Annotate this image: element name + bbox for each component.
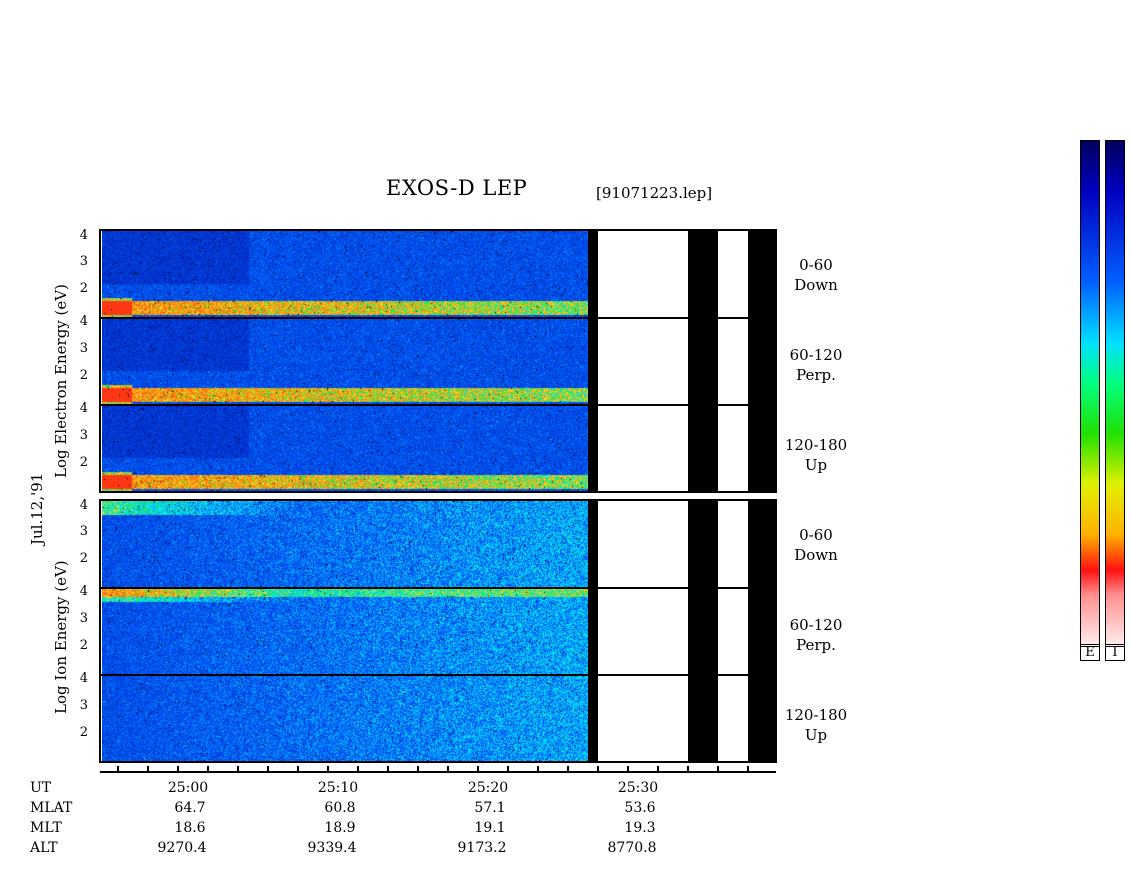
electron-spectrogram-canvas: [102, 231, 590, 491]
ion-spectrogram: [102, 501, 590, 761]
tick-label: 3: [79, 341, 88, 356]
row-label-mlat: MLAT: [30, 800, 73, 816]
mlat-value: 60.8: [324, 800, 356, 816]
row-label-mlt: MLT: [30, 820, 62, 836]
pitch-label-ion-down: 0-60 Down: [794, 526, 838, 564]
tick-label: 2: [79, 551, 88, 566]
tick-label: 4: [79, 498, 88, 513]
pitch-label-electron-down: 0-60 Down: [794, 256, 838, 294]
mlat-value: 53.6: [624, 800, 656, 816]
mlt-value: 18.6: [174, 820, 206, 836]
ion-colorbar: [1105, 140, 1125, 647]
alt-value: 8770.8: [607, 840, 657, 856]
ion-y-axis-label: Log Ion Energy (eV): [52, 560, 70, 714]
electron-spectrogram: [102, 231, 590, 491]
tick-label: 3: [79, 254, 88, 269]
tick-label: 4: [79, 671, 88, 686]
tick-label: 3: [79, 698, 88, 713]
x-tick-label: 25:00: [167, 780, 209, 796]
mlt-value: 18.9: [324, 820, 356, 836]
mlat-value: 57.1: [474, 800, 506, 816]
pitch-label-ion-up: 120-180 Up: [784, 706, 848, 744]
mlt-value: 19.1: [474, 820, 506, 836]
electron-colorbar: [1080, 140, 1100, 647]
ion-spectrogram-canvas: [102, 501, 590, 761]
tick-label: 4: [79, 584, 88, 599]
tick-label: 2: [79, 638, 88, 653]
mlt-value: 19.3: [624, 820, 656, 836]
row-label-ut: UT: [30, 780, 52, 796]
chart-title: EXOS-D LEP: [386, 176, 528, 200]
x-tick-label: 25:30: [617, 780, 659, 796]
colorbar-label-i: I: [1105, 644, 1125, 661]
tick-label: 4: [79, 314, 88, 329]
file-label: [91071223.lep]: [596, 184, 713, 202]
tick-label: 2: [79, 455, 88, 470]
pitch-label-electron-up: 120-180 Up: [784, 436, 848, 474]
tick-label: 3: [79, 428, 88, 443]
mlat-value: 64.7: [174, 800, 206, 816]
alt-value: 9173.2: [457, 840, 507, 856]
tick-label: 2: [79, 368, 88, 383]
tick-label: 4: [79, 228, 88, 243]
electron-y-axis-label: Log Electron Energy (eV): [52, 284, 70, 478]
pitch-label-electron-perp: 60-120 Perp.: [789, 346, 843, 384]
tick-label: 3: [79, 611, 88, 626]
x-tick-label: 25:10: [317, 780, 359, 796]
tick-label: 2: [79, 281, 88, 296]
date-label: Jul.12,'91: [28, 472, 46, 545]
alt-value: 9270.4: [157, 840, 207, 856]
colorbar-label-e: E: [1080, 644, 1100, 661]
tick-label: 4: [79, 401, 88, 416]
row-label-alt: ALT: [30, 840, 58, 856]
alt-value: 9339.4: [307, 840, 357, 856]
tick-label: 2: [79, 725, 88, 740]
pitch-label-ion-perp: 60-120 Perp.: [789, 616, 843, 654]
tick-label: 3: [79, 524, 88, 539]
x-tick-label: 25:20: [467, 780, 509, 796]
